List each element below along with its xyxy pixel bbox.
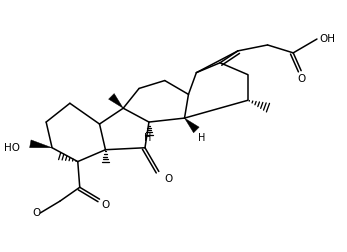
Text: O: O [164,174,173,184]
Text: O: O [297,74,305,84]
Polygon shape [109,93,123,108]
Polygon shape [185,118,199,133]
Text: O: O [32,208,40,218]
Text: H: H [144,133,151,143]
Text: HO: HO [5,143,20,153]
Text: O: O [101,200,110,210]
Text: OH: OH [319,34,335,44]
Polygon shape [29,140,52,148]
Text: H: H [198,133,206,143]
